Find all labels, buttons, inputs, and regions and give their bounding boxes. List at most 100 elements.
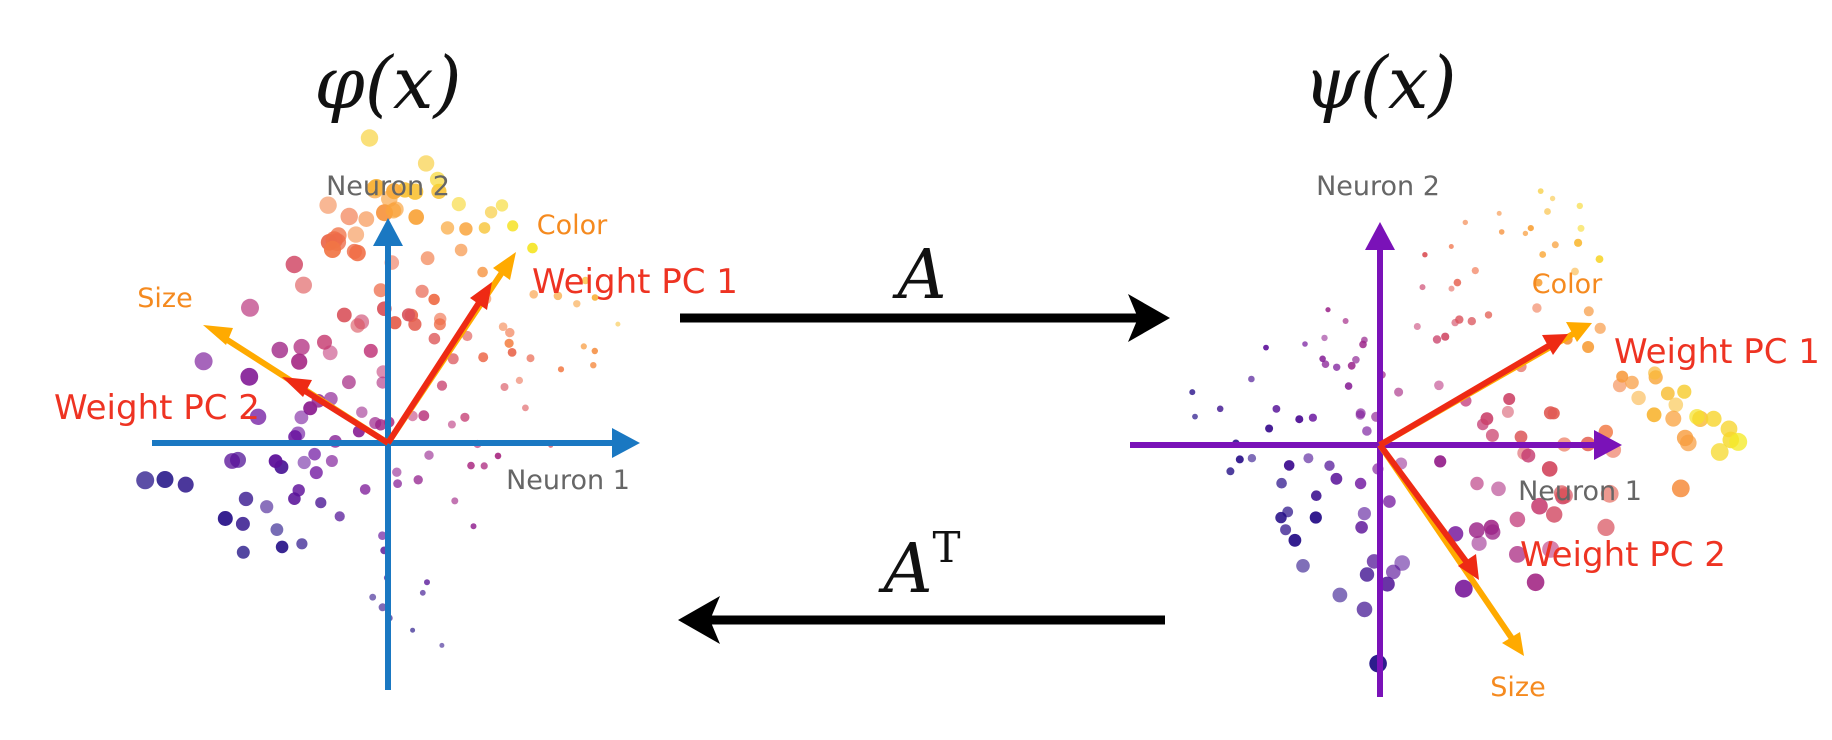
right-pc1-arrowhead [1542, 334, 1568, 355]
scatter-point [1710, 443, 1729, 461]
scatter-point [136, 471, 155, 490]
right-panel: ψ(x) Neuron 2 Neuron 1 Color Size Weight… [1130, 41, 1820, 703]
scatter-point [1280, 524, 1292, 536]
scatter-point [356, 406, 368, 418]
scatter-point [406, 183, 424, 200]
left-color-arrowhead [493, 252, 516, 280]
scatter-point [1453, 278, 1462, 287]
left-panel: φ(x) Neuron 2 Neuron 1 Color Size Weight… [54, 41, 738, 690]
right-pc1-arrow [1378, 342, 1552, 448]
scatter-point [1441, 332, 1450, 341]
scatter-point [1542, 540, 1560, 558]
scatter-point [494, 452, 502, 460]
scatter-point [319, 196, 337, 214]
scatter-point [359, 484, 371, 495]
scatter-point [392, 467, 402, 477]
scatter-point [1541, 461, 1558, 477]
scatter-point [1705, 410, 1722, 427]
scatter-point [1362, 426, 1372, 436]
scatter-point [1342, 318, 1349, 324]
scatter-point [1597, 518, 1615, 537]
scatter-point [1413, 323, 1421, 330]
scatter-point [360, 129, 379, 147]
scatter-point [358, 211, 375, 228]
scatter-point [1532, 303, 1542, 313]
scatter-point [1189, 389, 1196, 396]
scatter-point [500, 383, 509, 391]
left-y-axis-arrowhead [373, 218, 403, 246]
scatter-point [295, 276, 312, 294]
scatter-point [527, 242, 538, 254]
scatter-point [410, 627, 416, 633]
scatter-point [591, 294, 599, 301]
scatter-point [1470, 476, 1484, 491]
scatter-point [1646, 407, 1662, 423]
scatter-point [424, 450, 434, 460]
right-pc2-arrow [1377, 443, 1471, 566]
scatter-point [1676, 429, 1694, 447]
scatter-point [349, 244, 366, 262]
scatter-point [590, 362, 597, 369]
scatter-point [1265, 424, 1274, 433]
scatter-point [1467, 317, 1477, 326]
scatter-point [1247, 454, 1257, 463]
scatter-point [275, 540, 289, 554]
scatter-point [1302, 341, 1308, 347]
scatter-point [439, 642, 445, 648]
scatter-point [1434, 455, 1447, 468]
scatter-point [1537, 188, 1544, 195]
right-pc2-arrowhead [1458, 554, 1479, 580]
scatter-point [1422, 252, 1428, 258]
left-color-label: Color [537, 210, 608, 241]
scatter-point [459, 222, 473, 236]
scatter-point [1551, 241, 1559, 249]
scatter-point [478, 222, 491, 234]
right-y-axis-arrowhead [1365, 222, 1395, 250]
left-pc2-arrow [295, 383, 390, 446]
scatter-point [315, 497, 327, 509]
scatter-point [1671, 479, 1690, 498]
scatter-point [1383, 495, 1396, 508]
scatter-point [408, 209, 425, 225]
scatter-point [238, 491, 254, 507]
scatter-point [1355, 521, 1368, 534]
scatter-point [271, 341, 289, 359]
scatter-point [363, 343, 378, 358]
scatter-point [429, 171, 446, 188]
scatter-point [505, 327, 515, 338]
scatter-point [1359, 567, 1375, 582]
scatter-point [288, 492, 301, 506]
scatter-point [386, 183, 403, 200]
scatter-point [325, 455, 338, 467]
scatter-point [1485, 524, 1501, 540]
scatter-point [270, 523, 284, 536]
scatter-point [504, 338, 514, 348]
right-x-axis-label: Neuron 1 [1518, 476, 1642, 507]
scatter-point [350, 318, 365, 333]
left-pc2-label: Weight PC 2 [54, 388, 260, 428]
scatter-point [451, 197, 466, 212]
scatter-point [1485, 428, 1499, 442]
scatter-point [240, 367, 259, 386]
scatter-point [1295, 415, 1304, 424]
scatter-point [217, 511, 233, 526]
scatter-point [1498, 229, 1505, 235]
scatter-point [553, 291, 563, 301]
scatter-point [1288, 533, 1302, 547]
scatter-point [369, 593, 377, 601]
scatter-point [447, 353, 459, 365]
scatter-point [408, 317, 422, 331]
scatter-point [1235, 455, 1244, 464]
left-size-arrowhead [203, 325, 233, 345]
scatter-point [393, 479, 402, 488]
scatter-point [529, 290, 538, 299]
scatter-point [388, 316, 402, 330]
scatter-point [347, 226, 365, 243]
forward-map-arrowhead [1128, 294, 1170, 342]
scatter-point [1263, 344, 1269, 351]
scatter-point [1648, 366, 1662, 380]
scatter-point [1357, 506, 1371, 521]
scatter-point [1471, 267, 1479, 275]
right-x-axis-arrowhead [1594, 430, 1622, 460]
